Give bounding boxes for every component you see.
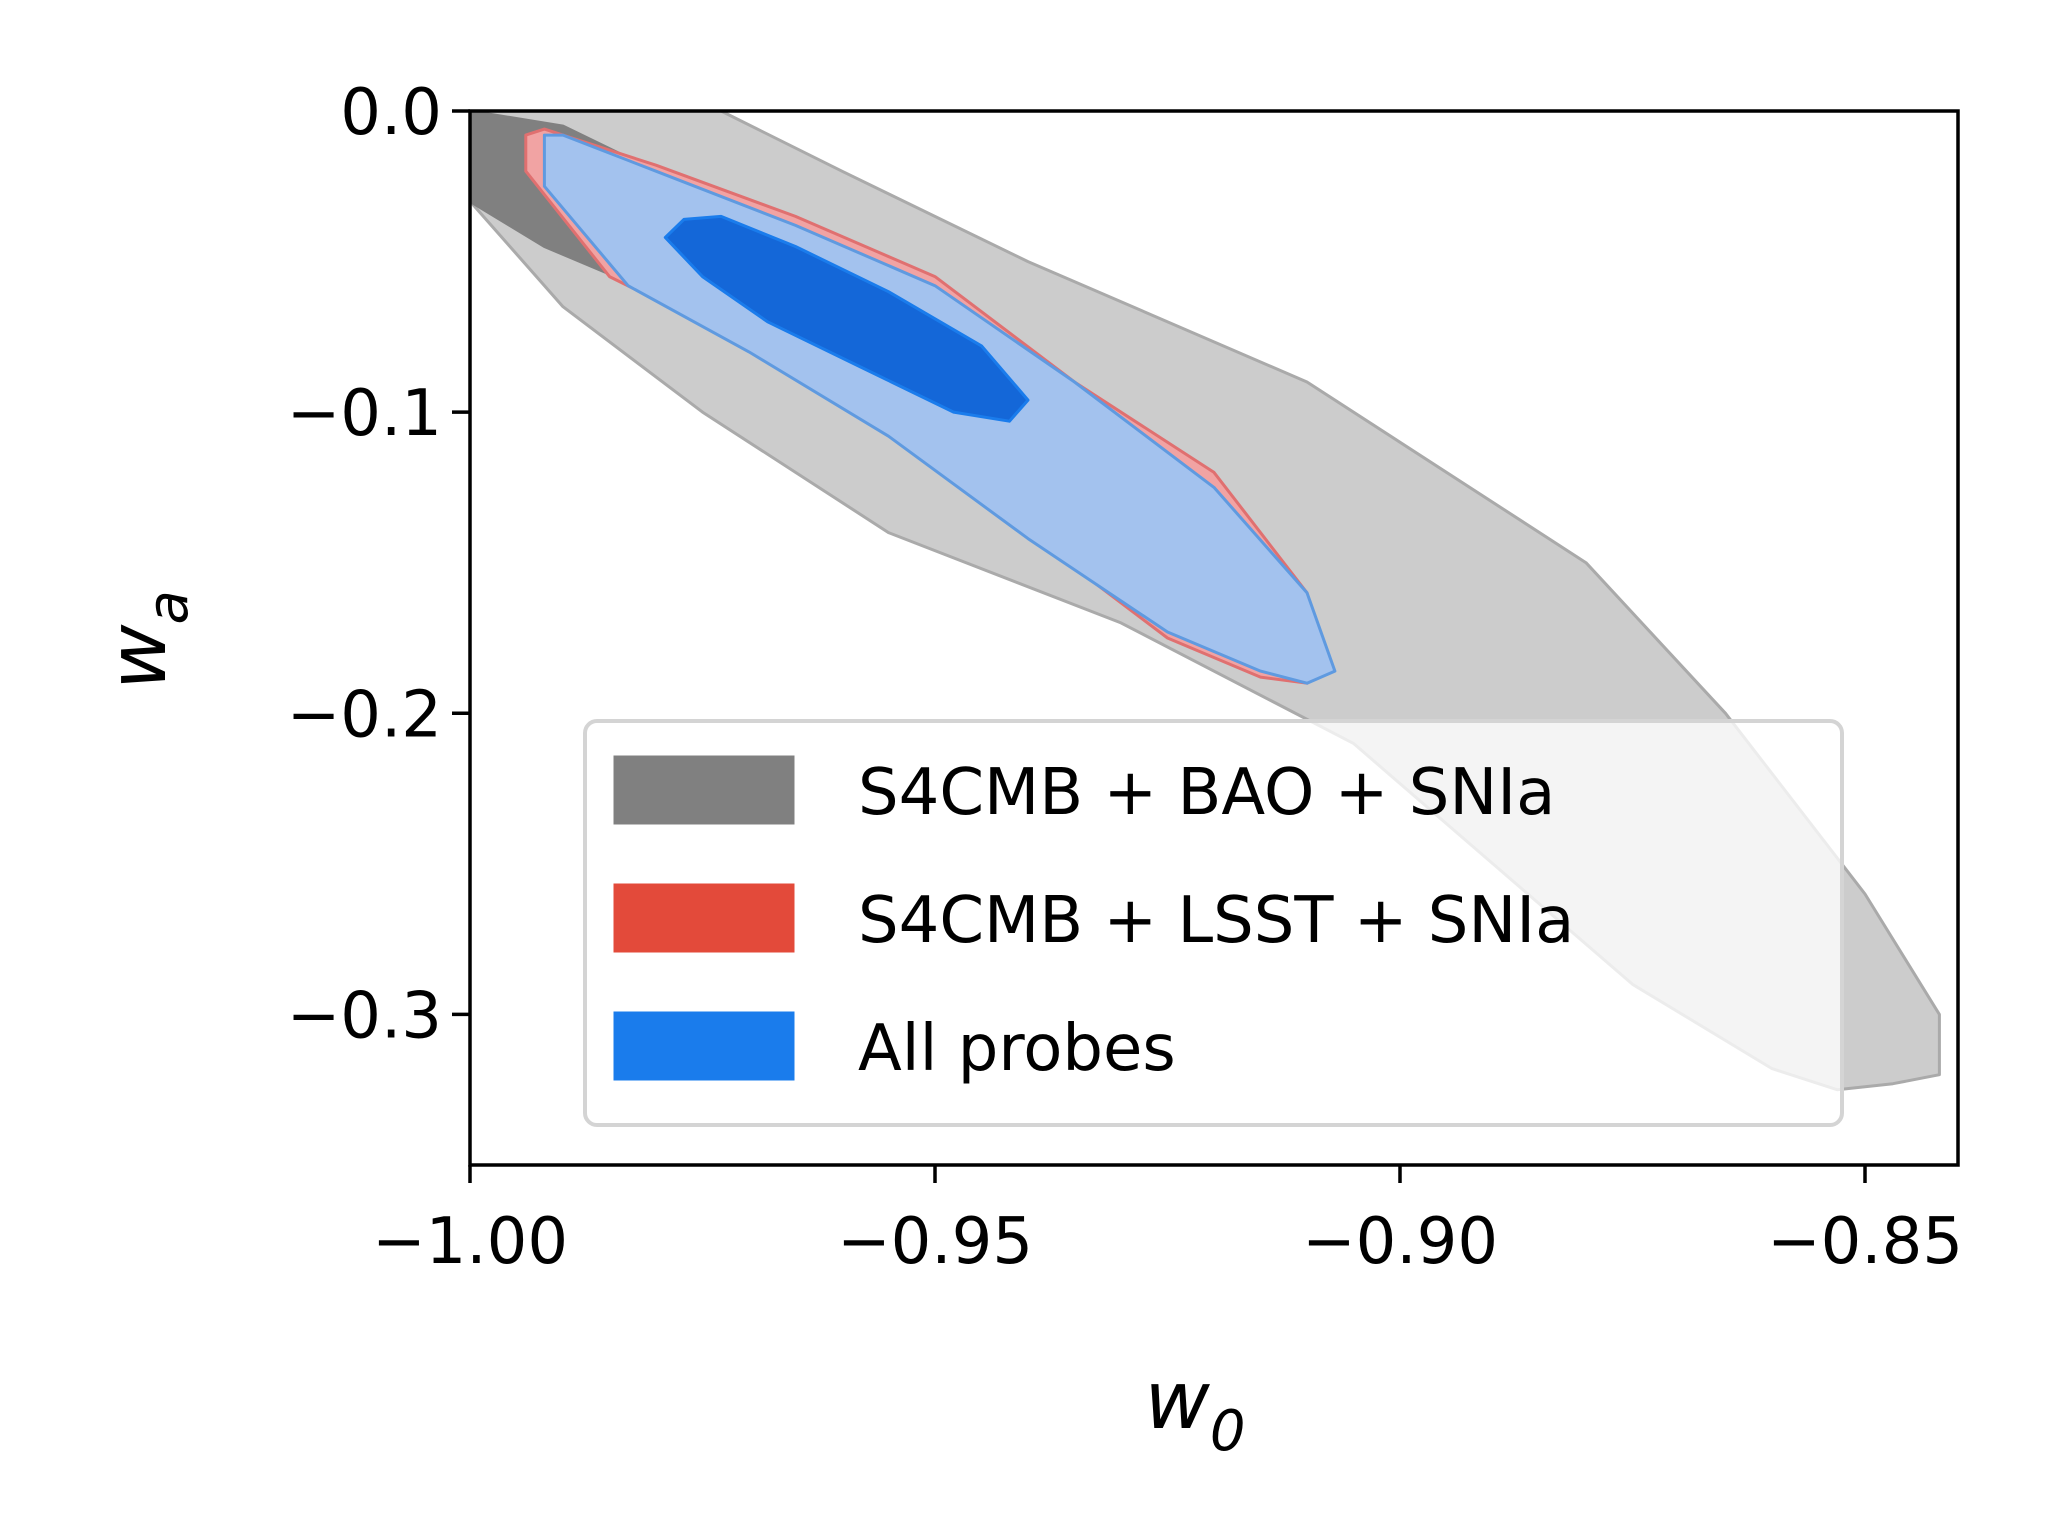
y-axis-label: wa (91, 590, 201, 690)
contour-all-probes-68pct (663, 214, 1030, 423)
y-tick-label: −0.2 (287, 678, 442, 752)
legend-swatch-s4cmb-lsst-snia (613, 883, 795, 953)
plot-frame (468, 109, 1960, 1167)
legend-label-s4cmb-lsst-snia: S4CMB + LSST + SNIa (858, 884, 1574, 958)
x-tick-label: −0.95 (837, 1205, 1033, 1279)
y-axis-ticks: 0.0 −0.1 −0.2 −0.3 (287, 76, 470, 1053)
legend-swatch-all-probes (613, 1011, 795, 1081)
y-tick-label: −0.3 (287, 979, 442, 1053)
legend-swatch-s4cmb-bao-snia (613, 755, 795, 825)
y-tick-label: −0.1 (287, 377, 442, 451)
x-tick-label: −0.90 (1302, 1205, 1498, 1279)
y-tick-label: 0.0 (340, 76, 442, 150)
x-tick-label: −1.00 (372, 1205, 568, 1279)
legend-label-all-probes: All probes (858, 1012, 1176, 1086)
x-tick-label: −0.85 (1767, 1205, 1963, 1279)
legend: S4CMB + BAO + SNIa S4CMB + LSST + SNIa A… (583, 719, 1844, 1127)
legend-box (583, 719, 1844, 1127)
legend-label-s4cmb-bao-snia: S4CMB + BAO + SNIa (858, 756, 1555, 830)
x-axis-ticks: −1.00 −0.95 −0.90 −0.85 (372, 1165, 1963, 1279)
x-axis-label: w0 (1144, 1354, 1245, 1464)
